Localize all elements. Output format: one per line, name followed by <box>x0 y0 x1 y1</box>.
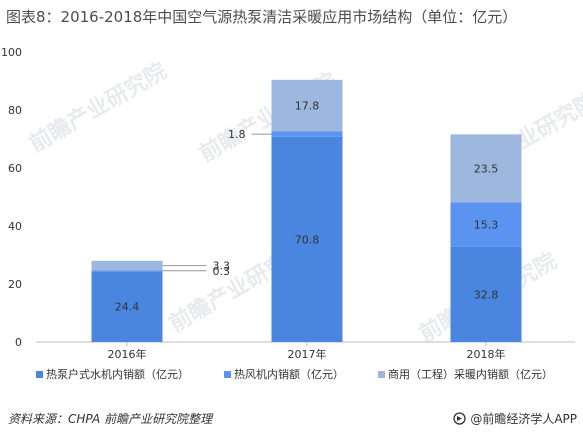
brand-credit: @前瞻经济学人APP <box>453 410 577 427</box>
bar-segment <box>91 270 163 272</box>
x-tick-label: 2016年 <box>108 347 147 360</box>
y-tick-label: 60 <box>8 162 22 175</box>
bar-segment <box>271 136 343 342</box>
data-label: 24.4 <box>115 301 140 314</box>
legend-label-series-3: 商用（工程）采暖内销额（亿元） <box>388 368 553 381</box>
y-tick-label: 40 <box>8 220 22 233</box>
data-label: 70.8 <box>295 233 320 246</box>
x-tick-label: 2018年 <box>467 347 506 360</box>
legend-swatch-series-2 <box>224 370 231 378</box>
source-note: 资料来源：CHPA 前瞻产业研究院整理 <box>8 412 213 426</box>
data-label: 17.8 <box>295 100 320 113</box>
legend: 热泵户式水机内销额（亿元） 热风机内销额（亿元） 商用（工程）采暖内销额（亿元） <box>0 366 583 386</box>
legend-label-series-2: 热风机内销额（亿元） <box>234 368 344 381</box>
data-label: 15.3 <box>474 219 499 232</box>
bar-segment <box>91 271 163 342</box>
bar-segment <box>450 246 522 342</box>
y-tick-label: 0 <box>15 336 22 349</box>
legend-item-series-1: 热泵户式水机内销额（亿元） <box>36 366 189 382</box>
data-label: 1.8 <box>228 128 246 141</box>
legend-swatch-series-1 <box>36 370 43 378</box>
legend-item-series-3: 商用（工程）采暖内销额（亿元） <box>378 366 553 382</box>
bar-segment <box>271 131 343 137</box>
y-tick-label: 80 <box>8 104 22 117</box>
data-label: 32.8 <box>474 288 499 301</box>
legend-item-series-2: 热风机内销额（亿元） <box>224 366 344 382</box>
brand-logo-icon <box>453 412 466 425</box>
bar-segment <box>271 79 343 132</box>
bar-segment <box>91 260 163 271</box>
legend-swatch-series-3 <box>378 370 385 378</box>
y-tick-label: 20 <box>8 278 22 291</box>
bar-segment <box>450 134 522 203</box>
chart-title: 图表8：2016-2018年中国空气源热泵清洁采暖应用市场结构（单位：亿元） <box>6 8 518 26</box>
data-label: 23.5 <box>474 162 499 175</box>
legend-label-series-1: 热泵户式水机内销额（亿元） <box>46 368 189 381</box>
data-label: 0.3 <box>213 265 231 278</box>
x-tick-label: 2017年 <box>288 347 327 360</box>
y-tick-label: 100 <box>1 46 22 59</box>
stacked-bar-chart: 0 20 40 60 80 100 24.4 0.33.3 2016年 70.8 1.8 17.8 20… <box>1 46 575 360</box>
brand-text: @前瞻经济学人APP <box>470 412 577 426</box>
data-label: 3.3 <box>213 260 231 273</box>
bar-segment <box>450 202 522 247</box>
